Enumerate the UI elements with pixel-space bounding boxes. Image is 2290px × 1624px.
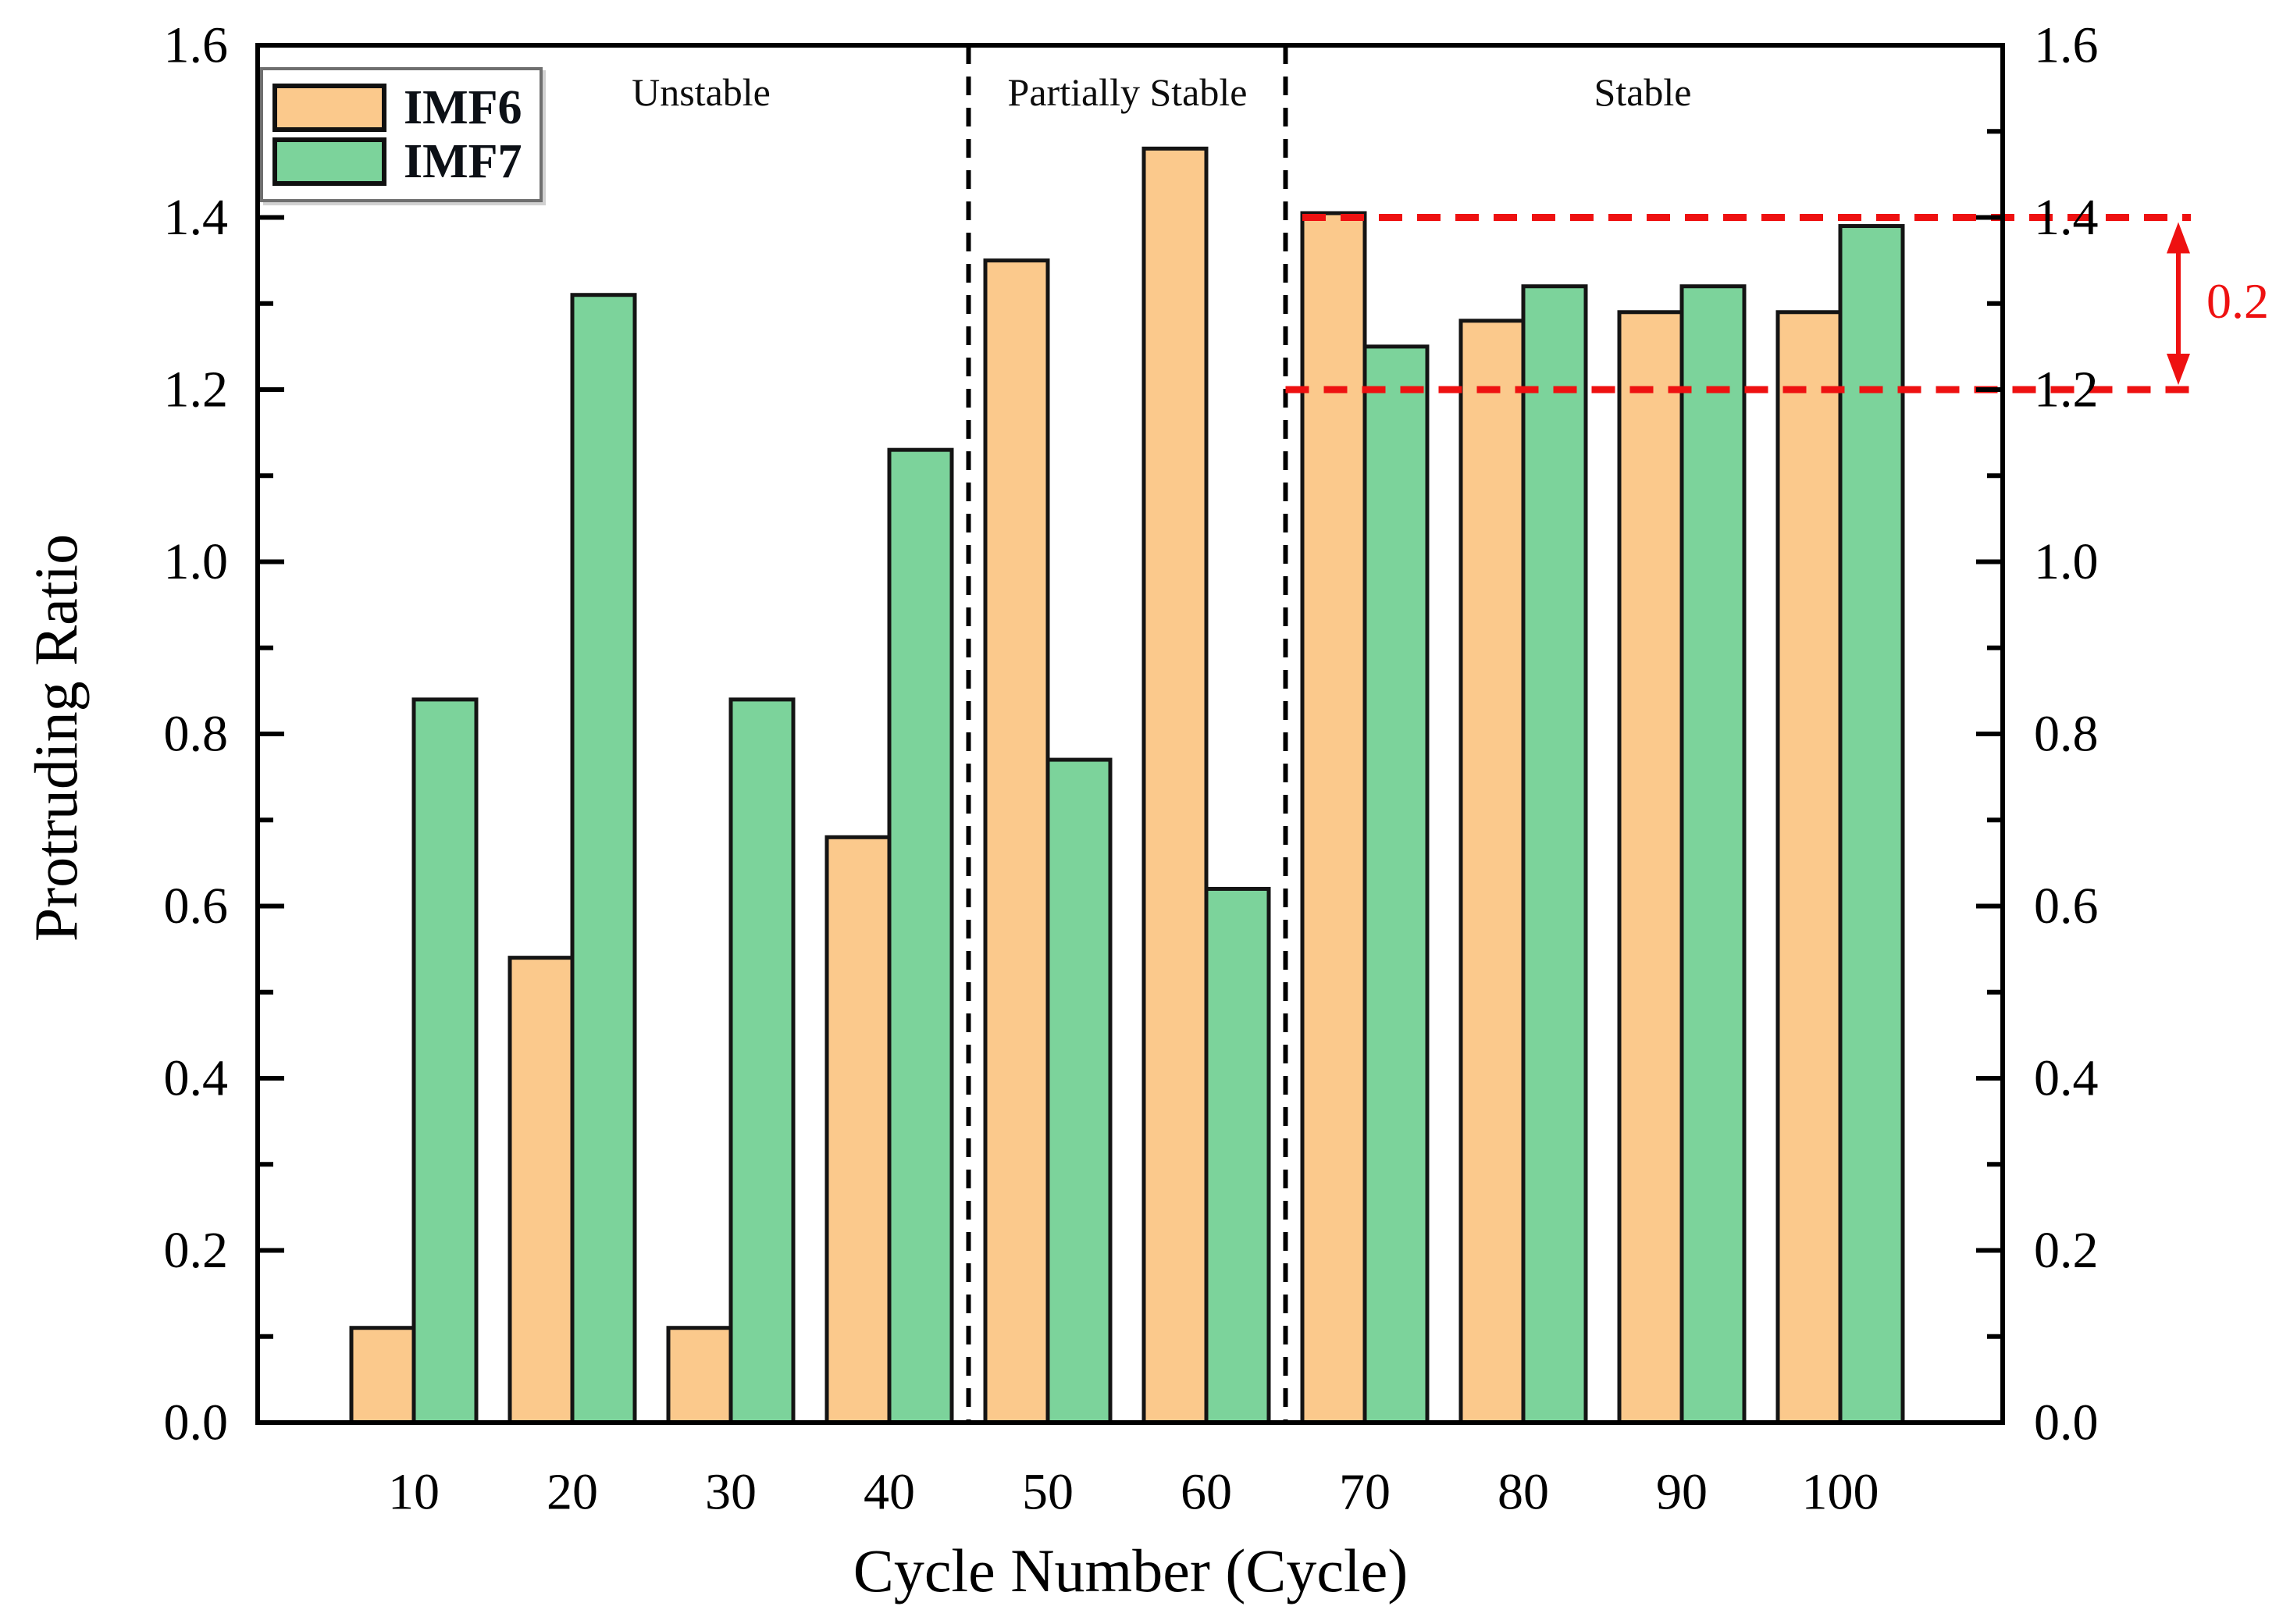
legend-label-imf6: IMF6 — [404, 81, 522, 134]
y-tick-label-right: 0.0 — [2034, 1394, 2099, 1451]
y-tick-label-left: 0.0 — [164, 1394, 229, 1451]
bar-imf6-60 — [1141, 146, 1209, 1425]
bar-imf6-30 — [666, 1326, 733, 1425]
bar-imf7-20 — [570, 293, 637, 1425]
y-tick-label-right: 1.4 — [2034, 189, 2099, 246]
bar-imf6-10 — [349, 1326, 416, 1425]
x-tick-label-40: 40 — [864, 1463, 915, 1520]
gap-arrow-head-down — [2167, 354, 2190, 385]
region-label-partially-stable: Partially Stable — [1007, 70, 1248, 114]
y-tick-label-left: 0.6 — [164, 878, 229, 935]
y-tick-label-right: 1.2 — [2034, 361, 2099, 418]
bar-imf6-70 — [1300, 211, 1367, 1425]
gap-arrow-head-up — [2167, 222, 2190, 254]
y-tick-label-right: 1.6 — [2034, 17, 2099, 74]
legend-entry-imf6: IMF6 — [272, 84, 522, 132]
x-tick-label-90: 90 — [1656, 1463, 1708, 1520]
y-tick-label-right: 1.0 — [2034, 533, 2099, 590]
x-tick-label-60: 60 — [1181, 1463, 1232, 1520]
y-tick-label-left: 0.4 — [164, 1050, 229, 1107]
y-tick-label-left: 1.2 — [164, 361, 229, 418]
y-tick-label-right: 0.2 — [2034, 1222, 2099, 1279]
legend-label-imf7: IMF7 — [404, 135, 522, 188]
bar-imf7-50 — [1045, 757, 1113, 1425]
legend-swatch-imf7 — [272, 137, 386, 186]
bar-imf7-30 — [728, 697, 796, 1425]
legend-swatch-imf6 — [272, 84, 386, 132]
y-tick-label-left: 1.4 — [164, 189, 229, 246]
x-tick-label-20: 20 — [547, 1463, 598, 1520]
bar-imf7-100 — [1838, 224, 1905, 1425]
bar-imf6-50 — [983, 258, 1050, 1425]
x-tick-label-100: 100 — [1802, 1463, 1879, 1520]
bar-imf6-40 — [824, 835, 892, 1425]
annotation-gap-label: 0.2 — [2206, 273, 2269, 329]
bar-imf6-100 — [1775, 310, 1843, 1425]
bar-imf7-80 — [1521, 284, 1588, 1425]
bar-imf6-80 — [1458, 319, 1526, 1425]
y-tick-label-left: 1.6 — [164, 17, 229, 74]
bar-imf6-90 — [1617, 310, 1684, 1425]
y-axis-title: Protruding Ratio — [22, 533, 90, 942]
x-tick-label-30: 30 — [705, 1463, 757, 1520]
legend: IMF6 IMF7 — [260, 67, 543, 202]
bar-imf7-90 — [1679, 284, 1747, 1425]
y-tick-label-left: 1.0 — [164, 533, 229, 590]
bar-imf6-20 — [508, 956, 575, 1425]
x-tick-label-70: 70 — [1339, 1463, 1391, 1520]
region-label-stable: Stable — [1594, 70, 1692, 114]
y-tick-label-right: 0.8 — [2034, 706, 2099, 763]
bar-imf7-10 — [411, 697, 479, 1425]
x-axis-title: Cycle Number (Cycle) — [853, 1537, 1409, 1604]
region-label-unstable: Unstable — [632, 70, 771, 114]
y-tick-label-left: 0.2 — [164, 1222, 229, 1279]
legend-entry-imf7: IMF7 — [272, 137, 522, 186]
y-tick-label-right: 0.6 — [2034, 878, 2099, 935]
y-tick-label-left: 0.8 — [164, 706, 229, 763]
y-tick-label-right: 0.4 — [2034, 1050, 2099, 1107]
bar-imf7-70 — [1362, 344, 1430, 1425]
x-tick-label-50: 50 — [1022, 1463, 1074, 1520]
bar-imf7-40 — [887, 447, 954, 1425]
x-tick-label-10: 10 — [388, 1463, 440, 1520]
x-tick-label-80: 80 — [1498, 1463, 1549, 1520]
bar-imf7-60 — [1204, 886, 1271, 1425]
